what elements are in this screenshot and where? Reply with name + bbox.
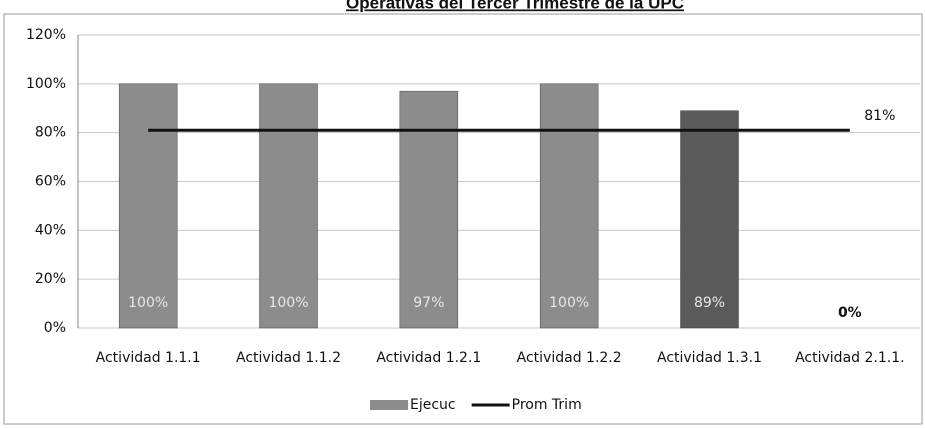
x-tick-label: Actividad 1.2.2 [517,350,622,366]
y-tick-label: 0% [44,320,66,336]
bar [680,110,739,329]
data-label: 89% [694,295,725,311]
legend-label: Prom Trim [512,397,582,413]
data-label: 100% [268,295,308,311]
y-tick-label: 60% [35,174,66,190]
legend-swatch [370,400,408,410]
chart-frame [3,13,923,425]
chart-title: Operativas del Tercer Trimestre de la UP… [346,0,684,12]
legend-label: Ejecuc [410,397,456,413]
x-tick-label: Actividad 1.3.1 [657,350,762,366]
bar [539,83,599,329]
y-tick-label: 100% [26,76,66,92]
y-tick-label: 80% [35,125,66,141]
data-label: 0% [838,305,862,321]
x-tick-label: Actividad 1.2.1 [376,350,481,366]
data-label: 81% [864,108,895,124]
data-label: 97% [413,295,444,311]
x-tick-label: Actividad 1.1.1 [96,350,201,366]
data-label: 100% [128,295,168,311]
bar [118,83,178,329]
data-label: 100% [549,295,589,311]
x-tick-label: Actividad 1.1.2 [236,350,341,366]
y-tick-label: 40% [35,222,66,238]
y-tick-label: 20% [35,271,66,287]
y-tick-label: 120% [26,27,66,43]
bar [259,83,318,329]
x-tick-label: Actividad 2.1.1. [795,350,904,366]
bar [399,90,459,329]
